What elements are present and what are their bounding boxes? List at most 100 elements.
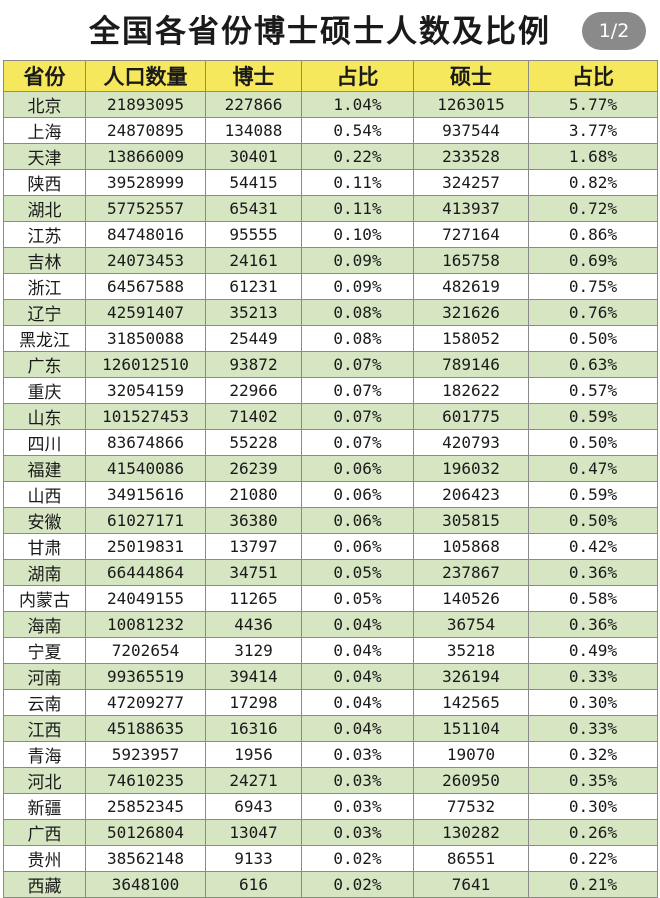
cell-province: 青海 [3,741,86,768]
cell-phd-ratio: 0.07% [301,403,414,430]
table-row: 新疆 25852345 6943 0.03% 77532 0.30% [3,793,658,820]
cell-province: 山西 [3,481,86,508]
cell-population: 101527453 [85,403,206,430]
cell-masters-ratio: 0.22% [528,845,658,872]
cell-population: 7202654 [85,637,206,664]
cell-masters-ratio: 0.86% [528,221,658,248]
page-indicator-badge[interactable]: 1/2 [582,12,646,50]
cell-masters-ratio: 0.72% [528,195,658,222]
cell-masters-ratio: 0.76% [528,299,658,326]
cell-province: 甘肃 [3,533,86,560]
table-row: 宁夏 7202654 3129 0.04% 35218 0.49% [3,637,658,664]
cell-phd: 17298 [205,689,302,716]
table-row: 广西 50126804 13047 0.03% 130282 0.26% [3,819,658,846]
cell-population: 61027171 [85,507,206,534]
cell-population: 24073453 [85,247,206,274]
cell-phd: 227866 [205,91,302,118]
cell-phd-ratio: 0.11% [301,195,414,222]
cell-masters: 19070 [413,741,529,768]
cell-phd: 6943 [205,793,302,820]
cell-masters: 165758 [413,247,529,274]
cell-masters-ratio: 0.59% [528,481,658,508]
cell-phd: 30401 [205,143,302,170]
table-row: 四川 83674866 55228 0.07% 420793 0.50% [3,429,658,456]
cell-population: 24049155 [85,585,206,612]
cell-phd: 35213 [205,299,302,326]
cell-masters-ratio: 0.82% [528,169,658,196]
cell-population: 32054159 [85,377,206,404]
cell-masters: 35218 [413,637,529,664]
cell-masters: 420793 [413,429,529,456]
header-province: 省份 [3,60,86,92]
table-row: 海南 10081232 4436 0.04% 36754 0.36% [3,611,658,638]
cell-masters-ratio: 0.36% [528,559,658,586]
cell-province: 广东 [3,351,86,378]
cell-masters-ratio: 0.35% [528,767,658,794]
cell-phd-ratio: 0.54% [301,117,414,144]
cell-phd: 54415 [205,169,302,196]
cell-masters: 937544 [413,117,529,144]
cell-province: 江西 [3,715,86,742]
cell-population: 74610235 [85,767,206,794]
table-row: 湖南 66444864 34751 0.05% 237867 0.36% [3,559,658,586]
cell-masters: 413937 [413,195,529,222]
cell-province: 四川 [3,429,86,456]
header-masters: 硕士 [413,60,529,92]
cell-phd-ratio: 0.02% [301,871,414,898]
cell-province: 海南 [3,611,86,638]
cell-masters: 305815 [413,507,529,534]
cell-phd: 26239 [205,455,302,482]
data-table: 省份 人口数量 博士 占比 硕士 占比 北京 21893095 227866 1.04… [3,60,658,898]
cell-phd: 71402 [205,403,302,430]
cell-province: 重庆 [3,377,86,404]
cell-province: 湖北 [3,195,86,222]
cell-phd: 11265 [205,585,302,612]
title-bar: 全国各省份博士硕士人数及比例 1/2 [0,0,660,58]
cell-province: 西藏 [3,871,86,898]
table-row: 河北 74610235 24271 0.03% 260950 0.35% [3,767,658,794]
cell-population: 13866009 [85,143,206,170]
cell-phd: 3129 [205,637,302,664]
cell-province: 辽宁 [3,299,86,326]
table-row: 福建 41540086 26239 0.06% 196032 0.47% [3,455,658,482]
table-row: 重庆 32054159 22966 0.07% 182622 0.57% [3,377,658,404]
cell-masters: 130282 [413,819,529,846]
cell-masters-ratio: 0.69% [528,247,658,274]
cell-population: 57752557 [85,195,206,222]
table-header-row: 省份 人口数量 博士 占比 硕士 占比 [3,60,658,92]
cell-population: 24870895 [85,117,206,144]
cell-population: 38562148 [85,845,206,872]
header-phd: 博士 [205,60,302,92]
cell-phd: 65431 [205,195,302,222]
table-row: 广东 126012510 93872 0.07% 789146 0.63% [3,351,658,378]
cell-population: 84748016 [85,221,206,248]
cell-masters: 482619 [413,273,529,300]
table-row: 江西 45188635 16316 0.04% 151104 0.33% [3,715,658,742]
cell-phd-ratio: 0.03% [301,767,414,794]
cell-province: 宁夏 [3,637,86,664]
cell-phd-ratio: 0.03% [301,819,414,846]
cell-masters: 326194 [413,663,529,690]
cell-phd-ratio: 0.06% [301,455,414,482]
table-row: 内蒙古 24049155 11265 0.05% 140526 0.58% [3,585,658,612]
cell-masters-ratio: 0.26% [528,819,658,846]
cell-phd-ratio: 0.08% [301,325,414,352]
cell-masters-ratio: 0.75% [528,273,658,300]
cell-province: 山东 [3,403,86,430]
cell-province: 天津 [3,143,86,170]
cell-masters-ratio: 0.49% [528,637,658,664]
cell-population: 39528999 [85,169,206,196]
cell-masters-ratio: 1.68% [528,143,658,170]
cell-masters: 260950 [413,767,529,794]
cell-phd: 16316 [205,715,302,742]
cell-population: 31850088 [85,325,206,352]
cell-masters: 727164 [413,221,529,248]
cell-population: 126012510 [85,351,206,378]
table-row: 甘肃 25019831 13797 0.06% 105868 0.42% [3,533,658,560]
cell-masters: 233528 [413,143,529,170]
cell-masters: 151104 [413,715,529,742]
cell-phd: 93872 [205,351,302,378]
cell-population: 83674866 [85,429,206,456]
page-title: 全国各省份博士硕士人数及比例 [89,14,551,50]
cell-phd: 616 [205,871,302,898]
